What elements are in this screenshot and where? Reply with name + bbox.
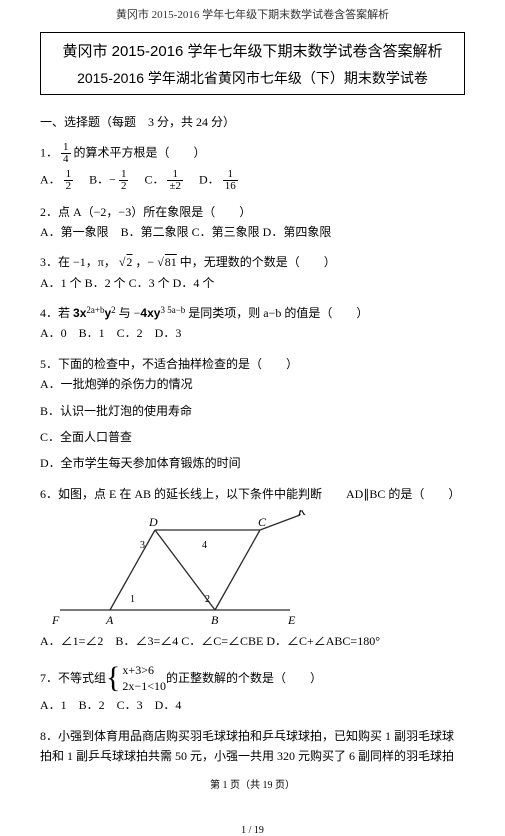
q4-sup1: 2a+b — [86, 305, 104, 315]
question-4: 4．若 3x2a+by2 与 −4xy3 5a−b 是同类项，则 a−b 的值是… — [40, 303, 465, 344]
q3-stem-pre: 3．在 −1，π， — [40, 255, 116, 269]
q7-stem-pre: 7．不等式组 — [40, 668, 106, 688]
q7-options: A．1 B．2 C．3 D．4 — [40, 695, 465, 715]
page-running-header: 黄冈市 2015-2016 学年七年级下期末数学试卷含答案解析 — [0, 0, 505, 26]
section-1-title: 一、选择题（每题 3 分，共 24 分） — [40, 113, 465, 130]
q1-d-num: 1 — [223, 169, 238, 181]
q1-c-frac: 1±2 — [167, 169, 183, 192]
q1-a-den: 2 — [64, 181, 74, 192]
q5-c: C．全面人口普查 — [40, 427, 465, 447]
q1-b-pre: B．− — [89, 172, 116, 186]
q7-line1: x+3>6 — [122, 662, 166, 679]
paper-subtitle: 2015-2016 学年湖北省黄冈市七年级（下）期末数学试卷 — [51, 68, 454, 88]
q7-inequalities: x+3>6 2x−1<10 — [122, 662, 166, 696]
q3-mid: ，− — [135, 255, 154, 269]
q2-stem: 2．点 A（−2，−3）所在象限是（ ） — [40, 202, 465, 222]
svg-text:4: 4 — [202, 540, 207, 551]
svg-text:2: 2 — [205, 594, 210, 605]
page-body: 黄冈市 2015-2016 学年七年级下期末数学试卷含答案解析 2015-201… — [0, 26, 505, 811]
question-6: 6．如图，点 E 在 AB 的延长线上，以下条件中能判断 AD∥BC 的是（ ）… — [40, 484, 465, 652]
q5-d: D．全市学生每天参加体育锻炼的时间 — [40, 453, 465, 473]
q3-stem-post: 中，无理数的个数是（ ） — [180, 255, 336, 269]
question-2: 2．点 A（−2，−3）所在象限是（ ） A．第一象限 B．第二象限 C．第三象… — [40, 202, 465, 243]
question-1: 1． 1 4 的算术平方根是（ ） A． 12 B．− 12 C． 1±2 D．… — [40, 142, 465, 192]
q1-a-num: 1 — [64, 169, 74, 181]
svg-text:F: F — [51, 613, 60, 625]
q3-options: A．1 个 B．2 个 C．3 个 D．4 个 — [40, 273, 465, 293]
q6-stem: 6．如图，点 E 在 AB 的延长线上，以下条件中能判断 AD∥BC 的是（ ） — [40, 484, 465, 504]
q1-c-num: 1 — [167, 169, 183, 181]
q1-stem-pre: 1． — [40, 145, 58, 159]
q4-sup2: 2 — [111, 305, 116, 315]
q6-options: A．∠1=∠2 B．∠3=∠4 C．∠C=∠CBE D．∠C+∠ABC=180° — [40, 631, 465, 651]
q1-d-frac: 116 — [223, 169, 238, 192]
q5-b: B．认识一批灯泡的使用寿命 — [40, 401, 465, 421]
svg-text:D: D — [148, 515, 158, 529]
q1-b-frac: 12 — [119, 169, 129, 192]
question-7: 7．不等式组 { x+3>6 2x−1<10 的正整数解的个数是（ ） A．1 … — [40, 662, 465, 716]
q1-c-den: ±2 — [167, 181, 183, 192]
q4-sup3: 3 5a−b — [160, 305, 185, 315]
q1-a-frac: 12 — [64, 169, 74, 192]
brace-icon: { — [106, 663, 120, 693]
svg-text:E: E — [287, 613, 296, 625]
q8-stem: 8．小强到体育用品商店购买羽毛球球拍和乒乓球球拍，已知购买 1 副羽毛球球拍和 … — [40, 726, 465, 767]
q7-stem-post: 的正整数解的个数是（ ） — [166, 668, 322, 688]
q1-stem-post: 的算术平方根是（ ） — [74, 145, 206, 159]
q4-options: A．0 B．1 C．2 D．3 — [40, 323, 465, 343]
q1-d-den: 16 — [223, 181, 238, 192]
q3-sqrt1: 2 — [125, 255, 132, 269]
svg-text:C: C — [258, 515, 267, 529]
title-box: 黄冈市 2015-2016 学年七年级下期末数学试卷含答案解析 2015-201… — [40, 32, 465, 95]
q5-a: A．一批炮弹的杀伤力的情况 — [40, 374, 465, 394]
q1-a-pre: A． — [40, 172, 61, 186]
q4-stem: 4．若 3x2a+by2 与 −4xy3 5a−b — [40, 306, 185, 320]
q3-sqrt2: 81 — [164, 255, 177, 269]
q2-options: A．第一象限 B．第二象限 C．第三象限 D．第四象限 — [40, 222, 465, 242]
q1-d-pre: D． — [199, 172, 220, 186]
question-3: 3．在 −1，π， √2 ，− √81 中，无理数的个数是（ ） A．1 个 B… — [40, 252, 465, 293]
q1-options: A． 12 B．− 12 C． 1±2 D． 116 — [40, 169, 465, 192]
q1-b-den: 2 — [119, 181, 129, 192]
svg-text:K: K — [297, 510, 307, 518]
q4-stem-post: 是同类项，则 a−b 的值是（ ） — [188, 306, 368, 320]
q1-b-num: 1 — [119, 169, 129, 181]
svg-text:A: A — [105, 613, 114, 625]
svg-text:B: B — [211, 613, 219, 625]
paper-title: 黄冈市 2015-2016 学年七年级下期末数学试卷含答案解析 — [51, 41, 454, 64]
q1-fraction: 1 4 — [61, 142, 71, 165]
page-footer: 第 1 页（共 19 页） — [40, 776, 465, 791]
question-8: 8．小强到体育用品商店购买羽毛球球拍和乒乓球球拍，已知购买 1 副羽毛球球拍和 … — [40, 726, 465, 767]
svg-text:1: 1 — [130, 594, 135, 605]
page-number: 1 / 19 — [0, 825, 505, 836]
svg-text:3: 3 — [140, 540, 145, 551]
q1-frac-num: 1 — [61, 142, 71, 154]
q1-c-pre: C． — [144, 172, 164, 186]
q7-line2: 2x−1<10 — [122, 678, 166, 695]
q1-frac-den: 4 — [61, 154, 71, 165]
q5-stem: 5．下面的检查中，不适合抽样检查的是（ ） — [40, 354, 465, 374]
question-5: 5．下面的检查中，不适合抽样检查的是（ ） A．一批炮弹的杀伤力的情况 B．认识… — [40, 354, 465, 474]
q6-figure: F A B E D C K 3 4 1 2 — [40, 510, 310, 625]
